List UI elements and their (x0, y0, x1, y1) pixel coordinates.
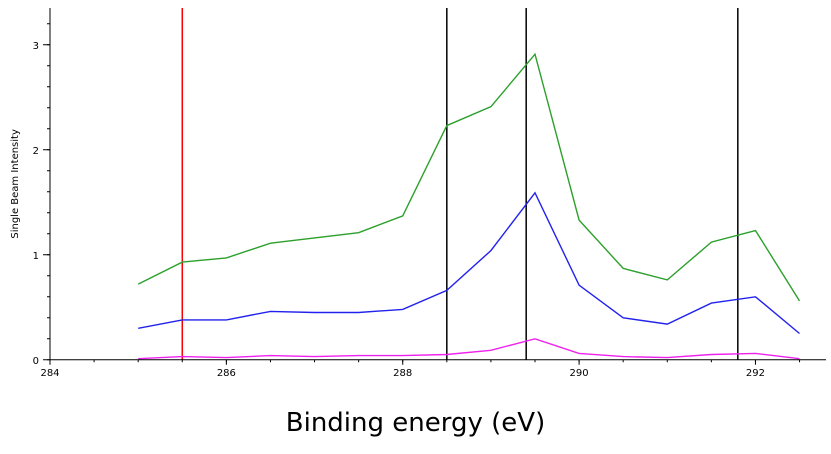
x-tick-label: 290 (570, 368, 589, 379)
y-tick-label: 1 (33, 251, 39, 262)
series-line-2 (138, 191, 800, 335)
x-tick-label: 292 (746, 368, 765, 379)
y-axis-label: Single Beam Intensity (10, 129, 21, 239)
y-ticks: 0 1 2 3 (33, 41, 50, 367)
series-line-1 (137, 52, 801, 302)
x-tick-label: 288 (393, 368, 412, 379)
y-tick-label: 2 (33, 146, 39, 157)
y-tick-label: 0 (33, 356, 39, 367)
reference-lines (181, 8, 739, 360)
x-tick-label: 286 (217, 368, 236, 379)
series-layer (137, 52, 801, 360)
x-ticks: 284 286 288 290 292 (40, 359, 801, 379)
x-axis-label: Binding energy (eV) (285, 408, 546, 438)
y-tick-label: 3 (33, 41, 39, 52)
x-tick-label: 284 (40, 368, 59, 379)
series-line-3 (138, 338, 800, 360)
